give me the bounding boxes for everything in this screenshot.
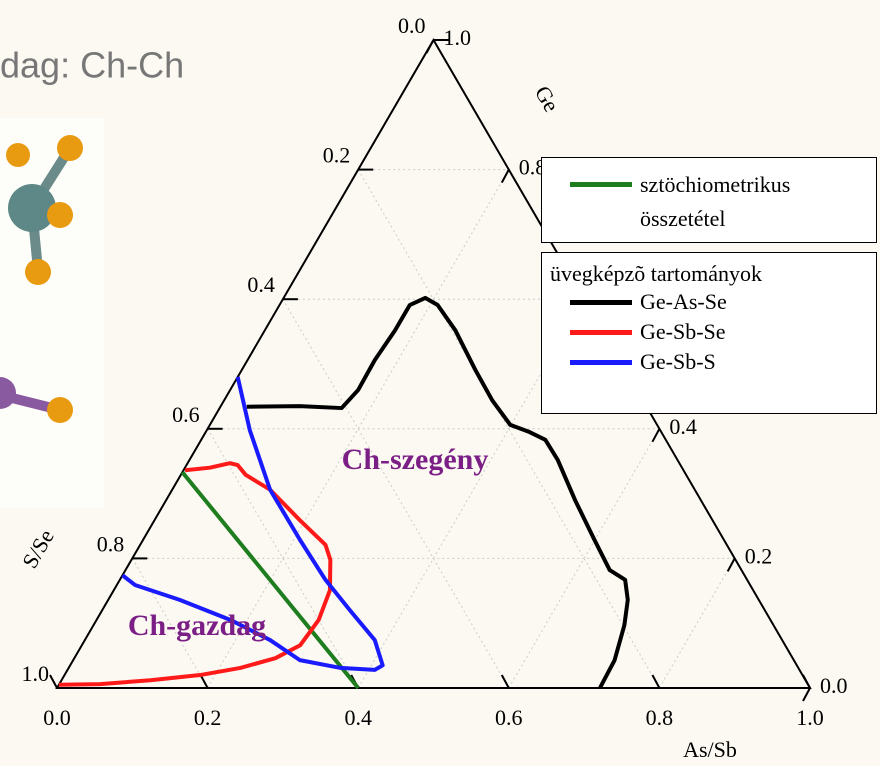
legend-entry: Ge-As-Se xyxy=(542,287,876,317)
legend-swatch xyxy=(570,182,632,187)
legend-label: sztöchiometrikus összetétel xyxy=(640,168,840,236)
legend-swatch xyxy=(570,300,632,305)
x-tick-label: 0.2 xyxy=(194,705,222,730)
slide-title: dag: Ch-Ch xyxy=(0,45,184,86)
tick-mark xyxy=(502,675,509,688)
legend-swatch xyxy=(570,330,632,335)
right-tick-label: 1.0 xyxy=(444,25,472,50)
tick-mark xyxy=(803,675,810,688)
left-tick-label: 1.0 xyxy=(22,661,50,686)
x-tick-label: 0.0 xyxy=(43,705,71,730)
tick-mark xyxy=(502,170,509,183)
tick-mark xyxy=(427,40,434,53)
left-tick-label: 0.4 xyxy=(247,272,275,297)
left-tick-label: 0.2 xyxy=(323,143,351,168)
right-tick-label: 0.2 xyxy=(745,543,773,568)
right-tick-label: 0.0 xyxy=(820,673,848,698)
tick-mark xyxy=(652,429,659,442)
right-axis-label: Ge xyxy=(530,81,564,116)
legend-title: üvegképzõ tartományok xyxy=(542,253,876,287)
x-tick-label: 0.8 xyxy=(646,705,674,730)
grid-line xyxy=(659,558,734,688)
legend-entry: sztöchiometrikus összetétel xyxy=(542,158,876,236)
legend-label: Ge-Sb-Se xyxy=(640,319,726,345)
tick-mark xyxy=(50,675,57,688)
legend-box: üvegképzõ tartományok Ge-As-Se Ge-Sb-Se Ge… xyxy=(541,252,877,414)
x-tick-label: 1.0 xyxy=(796,705,824,730)
left-tick-label: 0.0 xyxy=(398,13,426,38)
left-tick-label: 0.6 xyxy=(172,402,200,427)
legend-box: sztöchiometrikus összetétel xyxy=(541,157,877,243)
right-tick-label: 0.4 xyxy=(669,414,697,439)
grid-line xyxy=(283,299,509,688)
x-tick-label: 0.4 xyxy=(344,705,372,730)
legend-entry: Ge-Sb-S xyxy=(542,347,876,377)
tick-mark xyxy=(652,675,659,688)
legend-swatch xyxy=(570,360,632,365)
x-axis-label: As/Sb xyxy=(683,737,737,762)
x-tick-label: 0.6 xyxy=(495,705,523,730)
left-axis-label: S/Se xyxy=(17,525,59,572)
legend-label: Ge-Sb-S xyxy=(640,349,716,375)
tick-mark xyxy=(728,558,735,571)
legend-entry: Ge-Sb-Se xyxy=(542,317,876,347)
left-tick-label: 0.8 xyxy=(97,531,125,556)
legend-label: Ge-As-Se xyxy=(640,289,727,315)
tick-mark xyxy=(201,675,208,688)
slide: dag: Ch-Ch 0.0 0.2 0.4 0.6 0.8 1.0 0.0 0.2 0.4 0.… xyxy=(0,0,880,766)
annotation: Ch-gazdag xyxy=(128,609,266,642)
annotation: Ch-szegény xyxy=(342,443,489,476)
tick-mark xyxy=(803,688,810,701)
